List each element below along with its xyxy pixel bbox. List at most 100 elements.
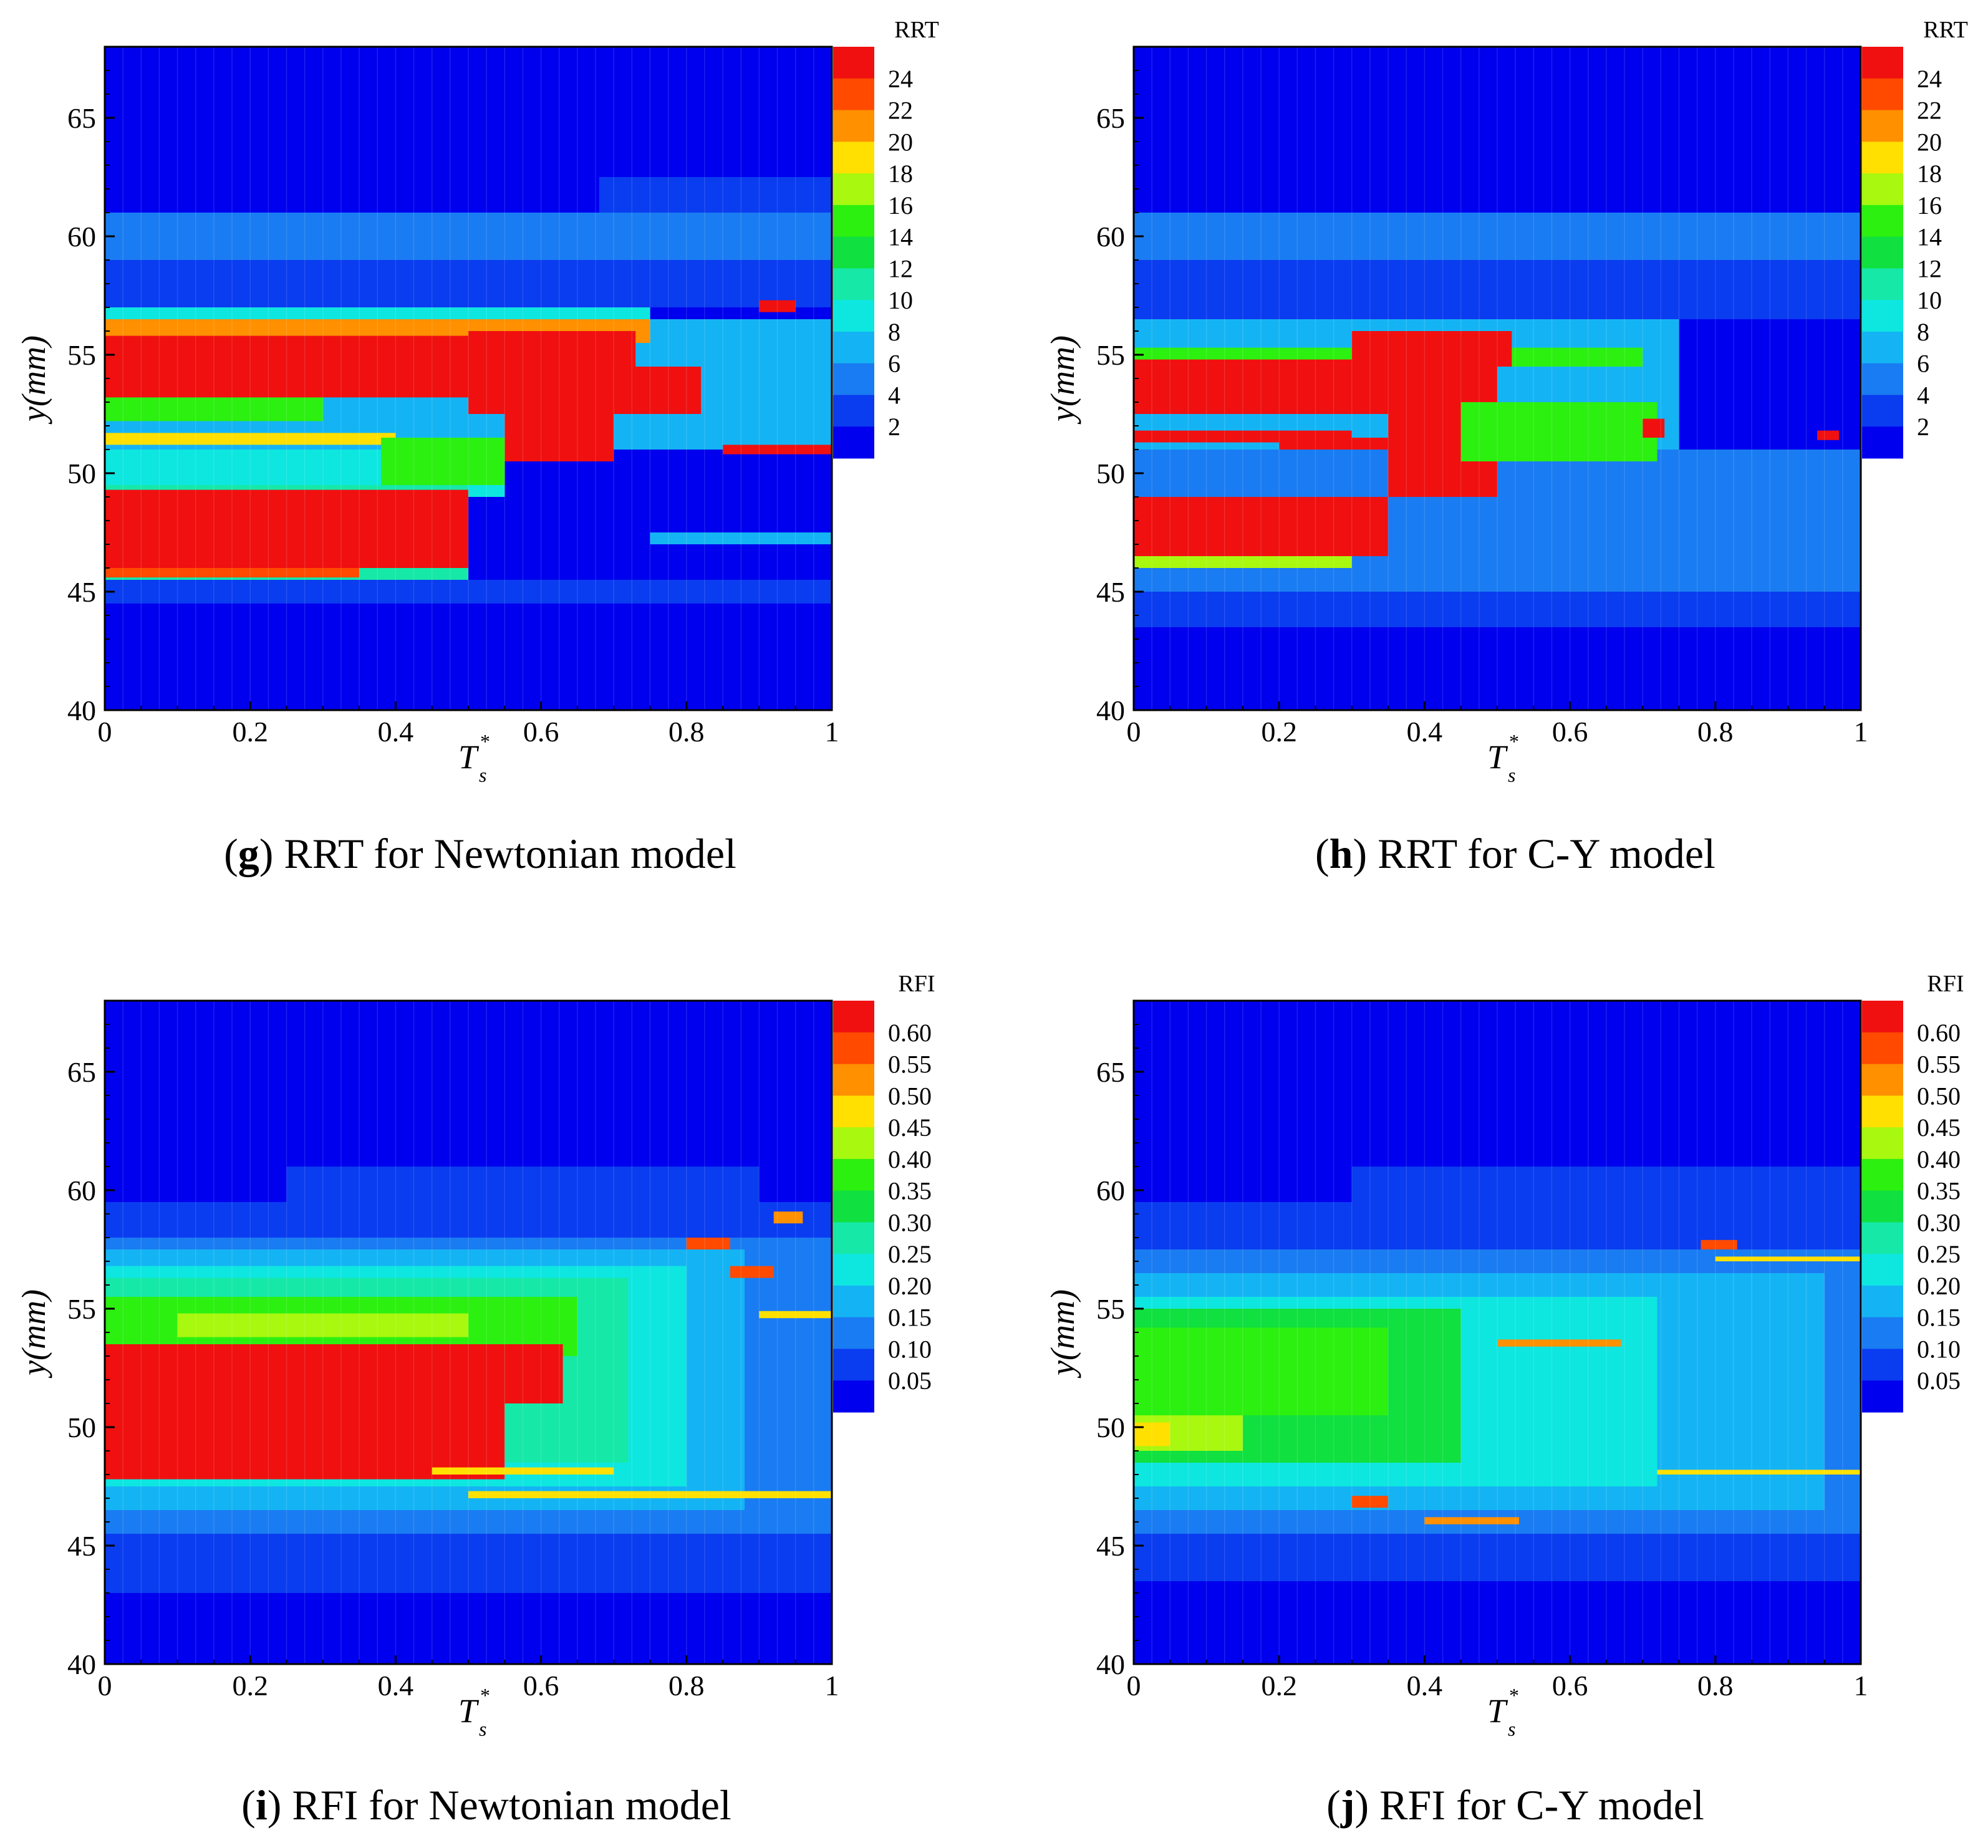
panel-i: 0.600.550.500.450.400.350.300.250.200.15… [15, 971, 935, 1829]
heatmap-cell [1657, 1470, 1861, 1475]
caption-letter-j: j [1340, 1781, 1355, 1829]
colorbar-j: 0.60 0.55 0.50 0.45 0.40 0.35 0.30 0.25 0.20 0.15… [1862, 1001, 1961, 1413]
colorbar-swatch [833, 395, 874, 427]
colorbar-swatch [1862, 47, 1903, 79]
x-tick-label: 0.6 [523, 1670, 559, 1701]
heatmap-cell [1715, 1256, 1861, 1261]
colorbar-swatch [833, 1158, 874, 1191]
y-tick-label: 60 [1096, 1175, 1125, 1206]
x-tick-label: 0.8 [1697, 716, 1734, 748]
caption-text-g: RRT for Newtonian model [284, 830, 736, 877]
colorbar-label: 0.50 [888, 1082, 932, 1110]
heatmap-cell [1134, 213, 1861, 260]
colorbar-title-g: RRT [894, 17, 939, 43]
colorbar-swatch [833, 1349, 874, 1381]
colorbar-label: 0.55 [1917, 1051, 1961, 1079]
colorbar-label: 2 [1917, 413, 1929, 441]
colorbar-swatch [1862, 1158, 1903, 1191]
y-tick-label: 55 [1096, 1293, 1125, 1325]
heatmap-cell [1424, 1517, 1519, 1524]
y-axis-title-i: y(mm) [15, 1289, 52, 1379]
heatmap-cell [381, 438, 505, 485]
colorbar-swatch [1862, 363, 1903, 395]
x-tick-label: 1 [825, 1670, 839, 1701]
colorbar-label: 0.45 [888, 1114, 932, 1142]
x-tick-label: 0 [1127, 1670, 1141, 1701]
colorbar-swatch [1862, 78, 1903, 111]
colorbar-swatch [833, 1127, 874, 1160]
colorbar-swatch [833, 110, 874, 142]
x-axis-title-sub-g: s [479, 764, 486, 786]
y-tick-label: 55 [1096, 339, 1125, 371]
colorbar-label: 0.60 [888, 1019, 932, 1047]
colorbar-swatch [1862, 173, 1903, 206]
colorbar-swatch [833, 1190, 874, 1223]
y-tick-label: 65 [1096, 102, 1125, 134]
x-tick-label: 1 [1854, 1670, 1868, 1701]
heatmap-g [104, 46, 833, 711]
colorbar-swatch [1862, 1001, 1903, 1033]
y-tick-label: 55 [67, 1293, 96, 1325]
x-axis-title-main-h: T [1487, 738, 1508, 776]
colorbar-swatch [1862, 205, 1903, 238]
colorbar-label: 0.10 [1917, 1335, 1961, 1363]
heatmap-cell [286, 1167, 760, 1214]
x-axis-title-main-j: T [1487, 1692, 1508, 1730]
caption-h: (h) RRT for C-Y model [1315, 830, 1715, 877]
colorbar-swatch [833, 1064, 874, 1096]
colorbar-swatch [1862, 1064, 1903, 1096]
colorbar-label: 6 [888, 350, 900, 378]
colorbar-label: 4 [1917, 381, 1929, 409]
y-tick-label: 40 [1096, 695, 1125, 726]
heatmap-cell [1460, 402, 1657, 461]
heatmap-cell [105, 580, 832, 604]
colorbar-label: 2 [888, 413, 900, 441]
colorbar-label: 10 [1917, 286, 1942, 314]
x-axis-title-i: T * s [458, 1684, 490, 1740]
colorbar-label: 0.45 [1917, 1114, 1961, 1142]
x-axis-title-sub-h: s [1508, 764, 1515, 786]
colorbar-label: 12 [1917, 254, 1942, 282]
caption-text-j: RFI for C-Y model [1379, 1781, 1704, 1829]
colorbar-label: 8 [888, 318, 900, 346]
colorbar-swatch [1862, 1349, 1903, 1381]
heatmap-cell [105, 489, 468, 568]
colorbar-label: 0.35 [888, 1177, 932, 1205]
heatmap-cell [105, 260, 832, 307]
heatmap-i [104, 999, 833, 1665]
colorbar-swatch [1862, 1190, 1903, 1223]
colorbar-h: 24 22 20 18 16 14 12 10 8 6 4 2 [1862, 47, 1942, 459]
colorbar-swatch [833, 363, 874, 395]
colorbar-label: 0.30 [888, 1208, 932, 1236]
colorbar-label: 20 [888, 128, 913, 156]
colorbar-label: 18 [1917, 160, 1942, 188]
heatmap-cell [468, 1491, 832, 1498]
heatmap-cell [1701, 1239, 1737, 1249]
colorbar-label: 0.40 [888, 1145, 932, 1173]
colorbar-swatch [833, 205, 874, 238]
heatmap-cell [1351, 1496, 1389, 1508]
x-tick-label: 0.4 [1407, 1670, 1443, 1701]
colorbar-label: 0.15 [1917, 1304, 1961, 1332]
x-axis-title-sup-h: * [1509, 730, 1519, 753]
x-tick-label: 0.2 [1261, 1670, 1297, 1701]
y-tick-label: 45 [1096, 1530, 1125, 1562]
colorbar-swatch [1862, 395, 1903, 427]
heatmap-cell [1134, 260, 1861, 319]
colorbar-label: 4 [888, 381, 900, 409]
colorbar-swatch [833, 1380, 874, 1413]
y-tick-label: 65 [1096, 1056, 1125, 1088]
heatmap-cell [504, 1344, 563, 1403]
panel-g: 24 22 20 18 16 14 12 10 8 6 4 2 RRT 0 0.2 0.4 0.6 0.8 1 4… [15, 17, 939, 877]
y-tick-label: 45 [67, 1530, 96, 1562]
colorbar-label: 22 [888, 97, 913, 125]
y-axis-title-h: y(mm) [1044, 335, 1081, 425]
colorbar-label: 8 [1917, 318, 1929, 346]
heatmap-cell [1134, 497, 1389, 556]
colorbar-swatch [833, 173, 874, 206]
colorbar-title-h: RRT [1923, 17, 1968, 43]
heatmap-cell [105, 397, 323, 421]
x-tick-label: 0.4 [378, 1670, 414, 1701]
y-tick-label: 60 [67, 221, 96, 253]
